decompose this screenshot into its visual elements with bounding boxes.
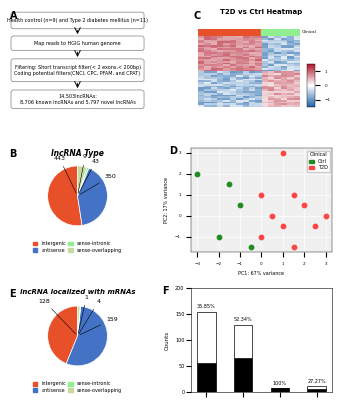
- Text: Health control (n=9) and Type 2 diabetes mellitus (n=11): Health control (n=9) and Type 2 diabetes…: [7, 18, 148, 23]
- Wedge shape: [48, 166, 82, 226]
- Point: [312, 223, 318, 230]
- Text: C: C: [194, 11, 201, 21]
- Wedge shape: [78, 168, 89, 196]
- Text: 1: 1: [78, 294, 88, 333]
- Bar: [234, 358, 252, 392]
- Bar: [271, 388, 289, 392]
- Text: lncRNA localized with mRNAs: lncRNA localized with mRNAs: [20, 289, 135, 295]
- FancyBboxPatch shape: [11, 59, 144, 82]
- Bar: [197, 312, 216, 364]
- Wedge shape: [78, 306, 80, 336]
- Text: 350: 350: [80, 174, 116, 194]
- FancyBboxPatch shape: [11, 12, 144, 29]
- Y-axis label: Counts: Counts: [164, 330, 170, 350]
- Point: [323, 212, 328, 219]
- Bar: [211, 29, 217, 36]
- Point: [291, 244, 296, 250]
- Wedge shape: [78, 166, 87, 196]
- Bar: [242, 29, 249, 36]
- Legend: intergenic, antisense, sense-intronic, sense-overlapping: intergenic, antisense, sense-intronic, s…: [31, 239, 124, 255]
- Wedge shape: [78, 168, 107, 225]
- Text: A: A: [9, 11, 17, 21]
- Bar: [293, 29, 300, 36]
- Bar: [268, 29, 274, 36]
- Bar: [197, 364, 216, 392]
- Bar: [223, 29, 230, 36]
- Bar: [217, 29, 223, 36]
- Point: [291, 192, 296, 198]
- Bar: [249, 29, 255, 36]
- Y-axis label: PC2: 17% variance: PC2: 17% variance: [164, 177, 170, 223]
- X-axis label: PC1: 67% variance: PC1: 67% variance: [238, 271, 284, 276]
- Wedge shape: [66, 306, 107, 366]
- Point: [270, 212, 275, 219]
- Bar: [274, 29, 281, 36]
- Bar: [281, 29, 287, 36]
- Bar: [236, 29, 242, 36]
- FancyBboxPatch shape: [11, 36, 144, 50]
- Bar: [234, 324, 252, 358]
- Bar: [307, 386, 326, 389]
- Bar: [255, 29, 261, 36]
- Legend: Ctrl, T2D: Ctrl, T2D: [307, 150, 330, 172]
- Point: [302, 202, 307, 208]
- Legend: intergenic, antisense, sense-intronic, sense-overlapping: intergenic, antisense, sense-intronic, s…: [31, 380, 124, 395]
- Text: 52.34%: 52.34%: [234, 318, 253, 322]
- Text: 100%: 100%: [273, 381, 287, 386]
- Point: [280, 150, 286, 156]
- Wedge shape: [48, 306, 78, 364]
- Point: [226, 181, 232, 188]
- Text: 43: 43: [79, 159, 99, 193]
- Bar: [261, 29, 268, 36]
- Text: 443: 443: [54, 156, 76, 193]
- Text: lncRNA Type: lncRNA Type: [51, 149, 104, 158]
- Point: [195, 170, 200, 177]
- Point: [237, 202, 243, 208]
- Text: 27.27%: 27.27%: [307, 379, 326, 384]
- Point: [216, 234, 221, 240]
- Text: F: F: [162, 286, 169, 296]
- FancyBboxPatch shape: [11, 90, 144, 109]
- Text: 35.85%: 35.85%: [197, 304, 216, 310]
- Text: 9: 9: [78, 154, 87, 193]
- Bar: [198, 29, 204, 36]
- Text: 128: 128: [39, 299, 76, 334]
- Point: [280, 223, 286, 230]
- Text: T2D vs Ctrl Heatmap: T2D vs Ctrl Heatmap: [220, 9, 303, 15]
- Bar: [287, 29, 293, 36]
- Text: 4: 4: [79, 299, 100, 334]
- Point: [259, 192, 264, 198]
- Text: E: E: [9, 289, 16, 299]
- Wedge shape: [78, 306, 81, 336]
- Bar: [307, 389, 326, 392]
- Text: Filtering: Short transcript filter(< 2 exons,< 200bp)
Coding potential filters(C: Filtering: Short transcript filter(< 2 e…: [15, 65, 141, 76]
- Point: [259, 234, 264, 240]
- Text: Map reads to HGIG human genome: Map reads to HGIG human genome: [34, 41, 121, 46]
- Bar: [204, 29, 211, 36]
- Text: 159: 159: [80, 317, 118, 335]
- Text: Clinical: Clinical: [302, 30, 317, 34]
- Text: B: B: [9, 149, 17, 159]
- Bar: [230, 29, 236, 36]
- Text: D: D: [170, 146, 178, 156]
- Point: [248, 244, 254, 250]
- Text: 14,503lncRNAs:
8,706 known lncRNAs and 5,797 novel lncRNAs: 14,503lncRNAs: 8,706 known lncRNAs and 5…: [20, 94, 136, 105]
